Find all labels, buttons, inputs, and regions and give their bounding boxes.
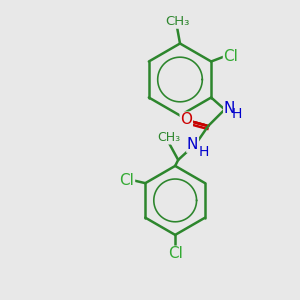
Text: CH₃: CH₃ <box>158 131 181 144</box>
Text: N: N <box>187 137 198 152</box>
Text: Cl: Cl <box>224 49 238 64</box>
Text: O: O <box>180 112 192 127</box>
Text: Cl: Cl <box>168 246 183 261</box>
Text: CH₃: CH₃ <box>165 15 189 28</box>
Text: H: H <box>232 107 242 121</box>
Text: N: N <box>224 101 235 116</box>
Text: Cl: Cl <box>120 173 134 188</box>
Text: H: H <box>199 145 209 159</box>
